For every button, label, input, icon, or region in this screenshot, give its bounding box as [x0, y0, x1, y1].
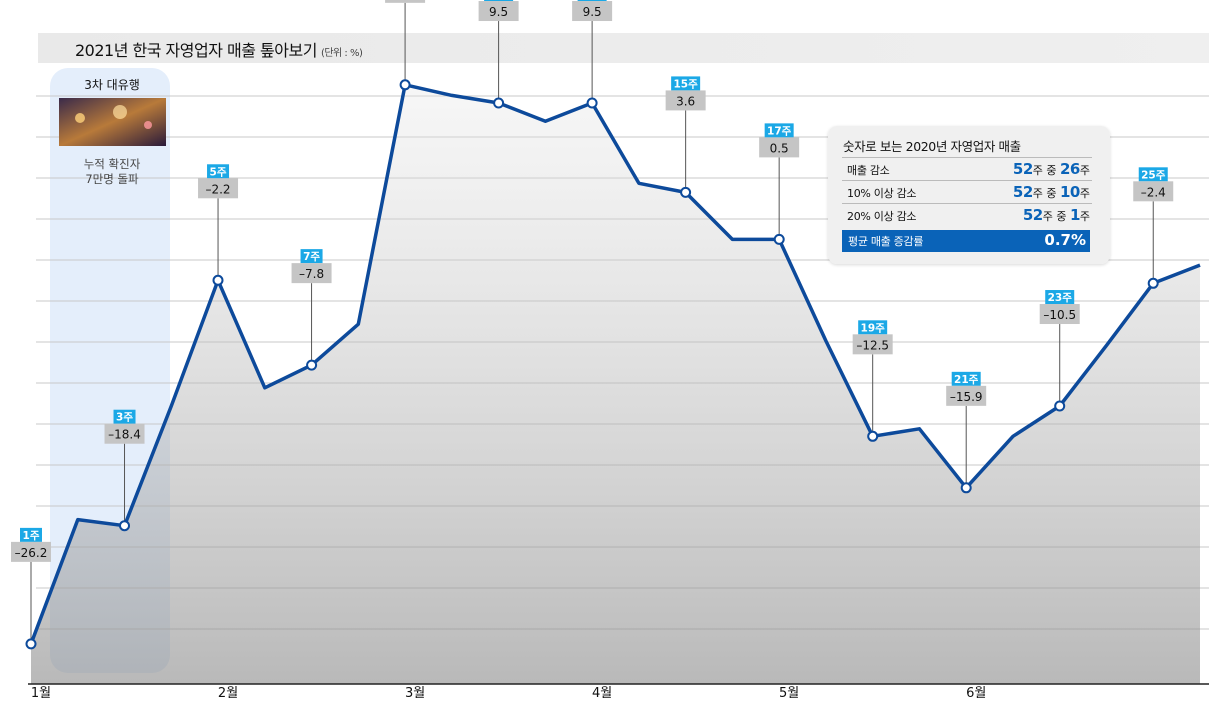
panel-average-value: 0.7% [1044, 231, 1086, 249]
panel-row-20pct-decline: 20% 이상 감소 52주 중 1주 [842, 203, 1092, 227]
week-tag-label: 3주 [116, 412, 133, 424]
area-path [31, 84, 1200, 685]
data-point-marker [1147, 277, 1159, 289]
data-point-marker [680, 186, 692, 198]
value-label: 10.7 [392, 0, 419, 1]
value-label: –10.5 [1043, 308, 1076, 322]
value-box [665, 90, 706, 111]
unit-label: (단위 : %) [320, 48, 363, 59]
value-box [385, 0, 426, 3]
panel-title: 숫자로 보는 2020년 자영업자 매출 [843, 139, 1021, 154]
month-tick-label: 4월 [592, 686, 612, 701]
panel-row-value: 52주 중 1주 [1022, 206, 1090, 224]
data-point-marker [119, 520, 130, 532]
panel-row-label: 20% 이상 감소 [847, 210, 917, 223]
data-point-marker [586, 97, 598, 109]
value-label: –2.4 [1141, 185, 1166, 199]
data-labels: 1주–26.23주–18.45주–2.27주–7.89주10.711주9.513… [11, 0, 1174, 562]
week-tag [671, 76, 701, 91]
value-box [104, 423, 145, 444]
data-point-marker [306, 359, 318, 371]
highlight-caption-2: 7만명 돌파 [85, 172, 139, 186]
week-tag [1138, 167, 1168, 182]
data-point-marker [25, 638, 37, 650]
highlight-title: 3차 대유행 [84, 77, 140, 92]
value-box [946, 385, 987, 406]
series-polyline [29, 83, 1201, 645]
label-connectors [30, 2, 1154, 639]
value-label: 9.5 [583, 5, 602, 19]
summary-panel: 숫자로 보는 2020년 자영업자 매출 매출 감소 52주 중 26주 10%… [828, 126, 1110, 264]
value-box [478, 1, 519, 22]
value-label: –2.2 [205, 182, 230, 196]
panel-row-label: 10% 이상 감소 [847, 187, 917, 200]
week-tag [20, 527, 42, 542]
panel-row-value: 52주 중 10주 [1012, 183, 1090, 201]
value-label: –7.8 [299, 267, 324, 281]
data-point-marker [867, 430, 879, 442]
value-label: –12.5 [856, 338, 889, 352]
data-point-marker [399, 79, 411, 91]
value-label: 3.6 [676, 94, 695, 108]
value-box [198, 178, 239, 199]
x-axis: 1월 2월 3월 4월 5월 6월 [28, 683, 1209, 701]
area-fill [31, 84, 1200, 685]
panel-average-row: 평균 매출 증감률 0.7% [842, 230, 1090, 252]
week-tag [858, 320, 888, 335]
panel-row-sales-decline: 매출 감소 52주 중 26주 [842, 157, 1092, 181]
week-tag-label: 1주 [23, 530, 40, 542]
week-tag-label: 11주 [486, 0, 511, 1]
week-tag-label: 5주 [210, 166, 227, 178]
week-tag [113, 409, 136, 424]
data-point-marker [212, 274, 224, 286]
month-tick-label: 6월 [966, 686, 986, 701]
month-tick-label: 1월 [31, 686, 51, 701]
data-point-marker [1054, 400, 1066, 412]
week-tag-label: 17주 [767, 125, 792, 137]
week-tag [951, 371, 981, 386]
week-tag-label: 13주 [580, 0, 605, 1]
week-tag [207, 164, 230, 179]
panel-row-10pct-decline: 10% 이상 감소 52주 중 10주 [842, 180, 1092, 204]
value-box [1039, 304, 1080, 325]
chart-title: 2021년 한국 자영업자 매출 톺아보기 (단위 : %) [75, 41, 363, 60]
panel-row-value: 52주 중 26주 [1012, 160, 1090, 178]
week-tag-label: 21주 [954, 374, 979, 386]
week-tag [764, 123, 794, 138]
data-point-marker [960, 482, 972, 494]
panel-average-label: 평균 매출 증감률 [848, 235, 924, 248]
week-tag-label: 25주 [1141, 169, 1166, 181]
week-tag-label: 7주 [303, 251, 320, 263]
panel-row-label: 매출 감소 [847, 164, 890, 177]
week-tag [300, 249, 323, 264]
week-tag [1045, 290, 1075, 305]
month-tick-label: 5월 [779, 686, 799, 701]
week-tag-label: 15주 [673, 78, 698, 90]
data-point-marker [773, 233, 785, 245]
month-tick-label: 2월 [218, 686, 238, 701]
value-label: 0.5 [770, 141, 789, 155]
value-label: 9.5 [489, 5, 508, 19]
week-tag [577, 0, 607, 2]
highlight-content: 3차 대유행 누적 확진자 7만명 돌파 [59, 77, 166, 186]
month-tick-label: 3월 [405, 686, 425, 701]
value-label: –18.4 [108, 428, 141, 442]
value-box [11, 541, 51, 562]
value-label: –15.9 [950, 390, 983, 404]
week-tag-label: 19주 [861, 322, 886, 334]
value-box [572, 1, 613, 22]
week-tag-label: 23주 [1048, 292, 1073, 304]
series-line [29, 83, 1201, 645]
value-box [1133, 181, 1174, 202]
value-box [291, 263, 332, 284]
data-point-marker [493, 97, 505, 109]
value-box [852, 334, 893, 355]
highlight-caption-1: 누적 확진자 [84, 157, 141, 171]
title-bar [38, 33, 1209, 63]
data-markers [25, 79, 1159, 650]
week-tag [484, 0, 514, 2]
value-label: –26.2 [15, 546, 48, 560]
value-box [759, 137, 800, 158]
